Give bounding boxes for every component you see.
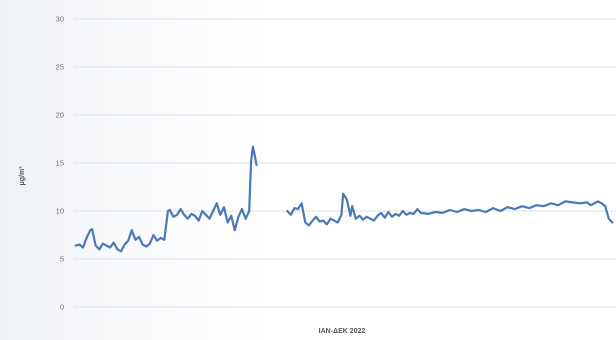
- y-axis-label: μg/m³: [19, 166, 26, 186]
- y-tick-label: 15: [56, 159, 64, 168]
- y-tick-label: 20: [56, 111, 64, 120]
- series-line-segment-1: [74, 145, 258, 253]
- series-line-segment-2: [286, 192, 614, 227]
- y-tick-label: 0: [60, 303, 64, 312]
- y-tick-label: 30: [56, 15, 64, 24]
- x-axis-label: IAN-ΔΕΚ 2022: [319, 328, 366, 335]
- y-tick-label: 5: [60, 255, 64, 264]
- y-tick-labels: 0 5 10 15 20 25 30: [56, 15, 64, 312]
- series-lines: [74, 145, 614, 253]
- y-tick-label: 10: [56, 207, 64, 216]
- y-tick-label: 25: [56, 63, 64, 72]
- gridlines: [74, 18, 616, 308]
